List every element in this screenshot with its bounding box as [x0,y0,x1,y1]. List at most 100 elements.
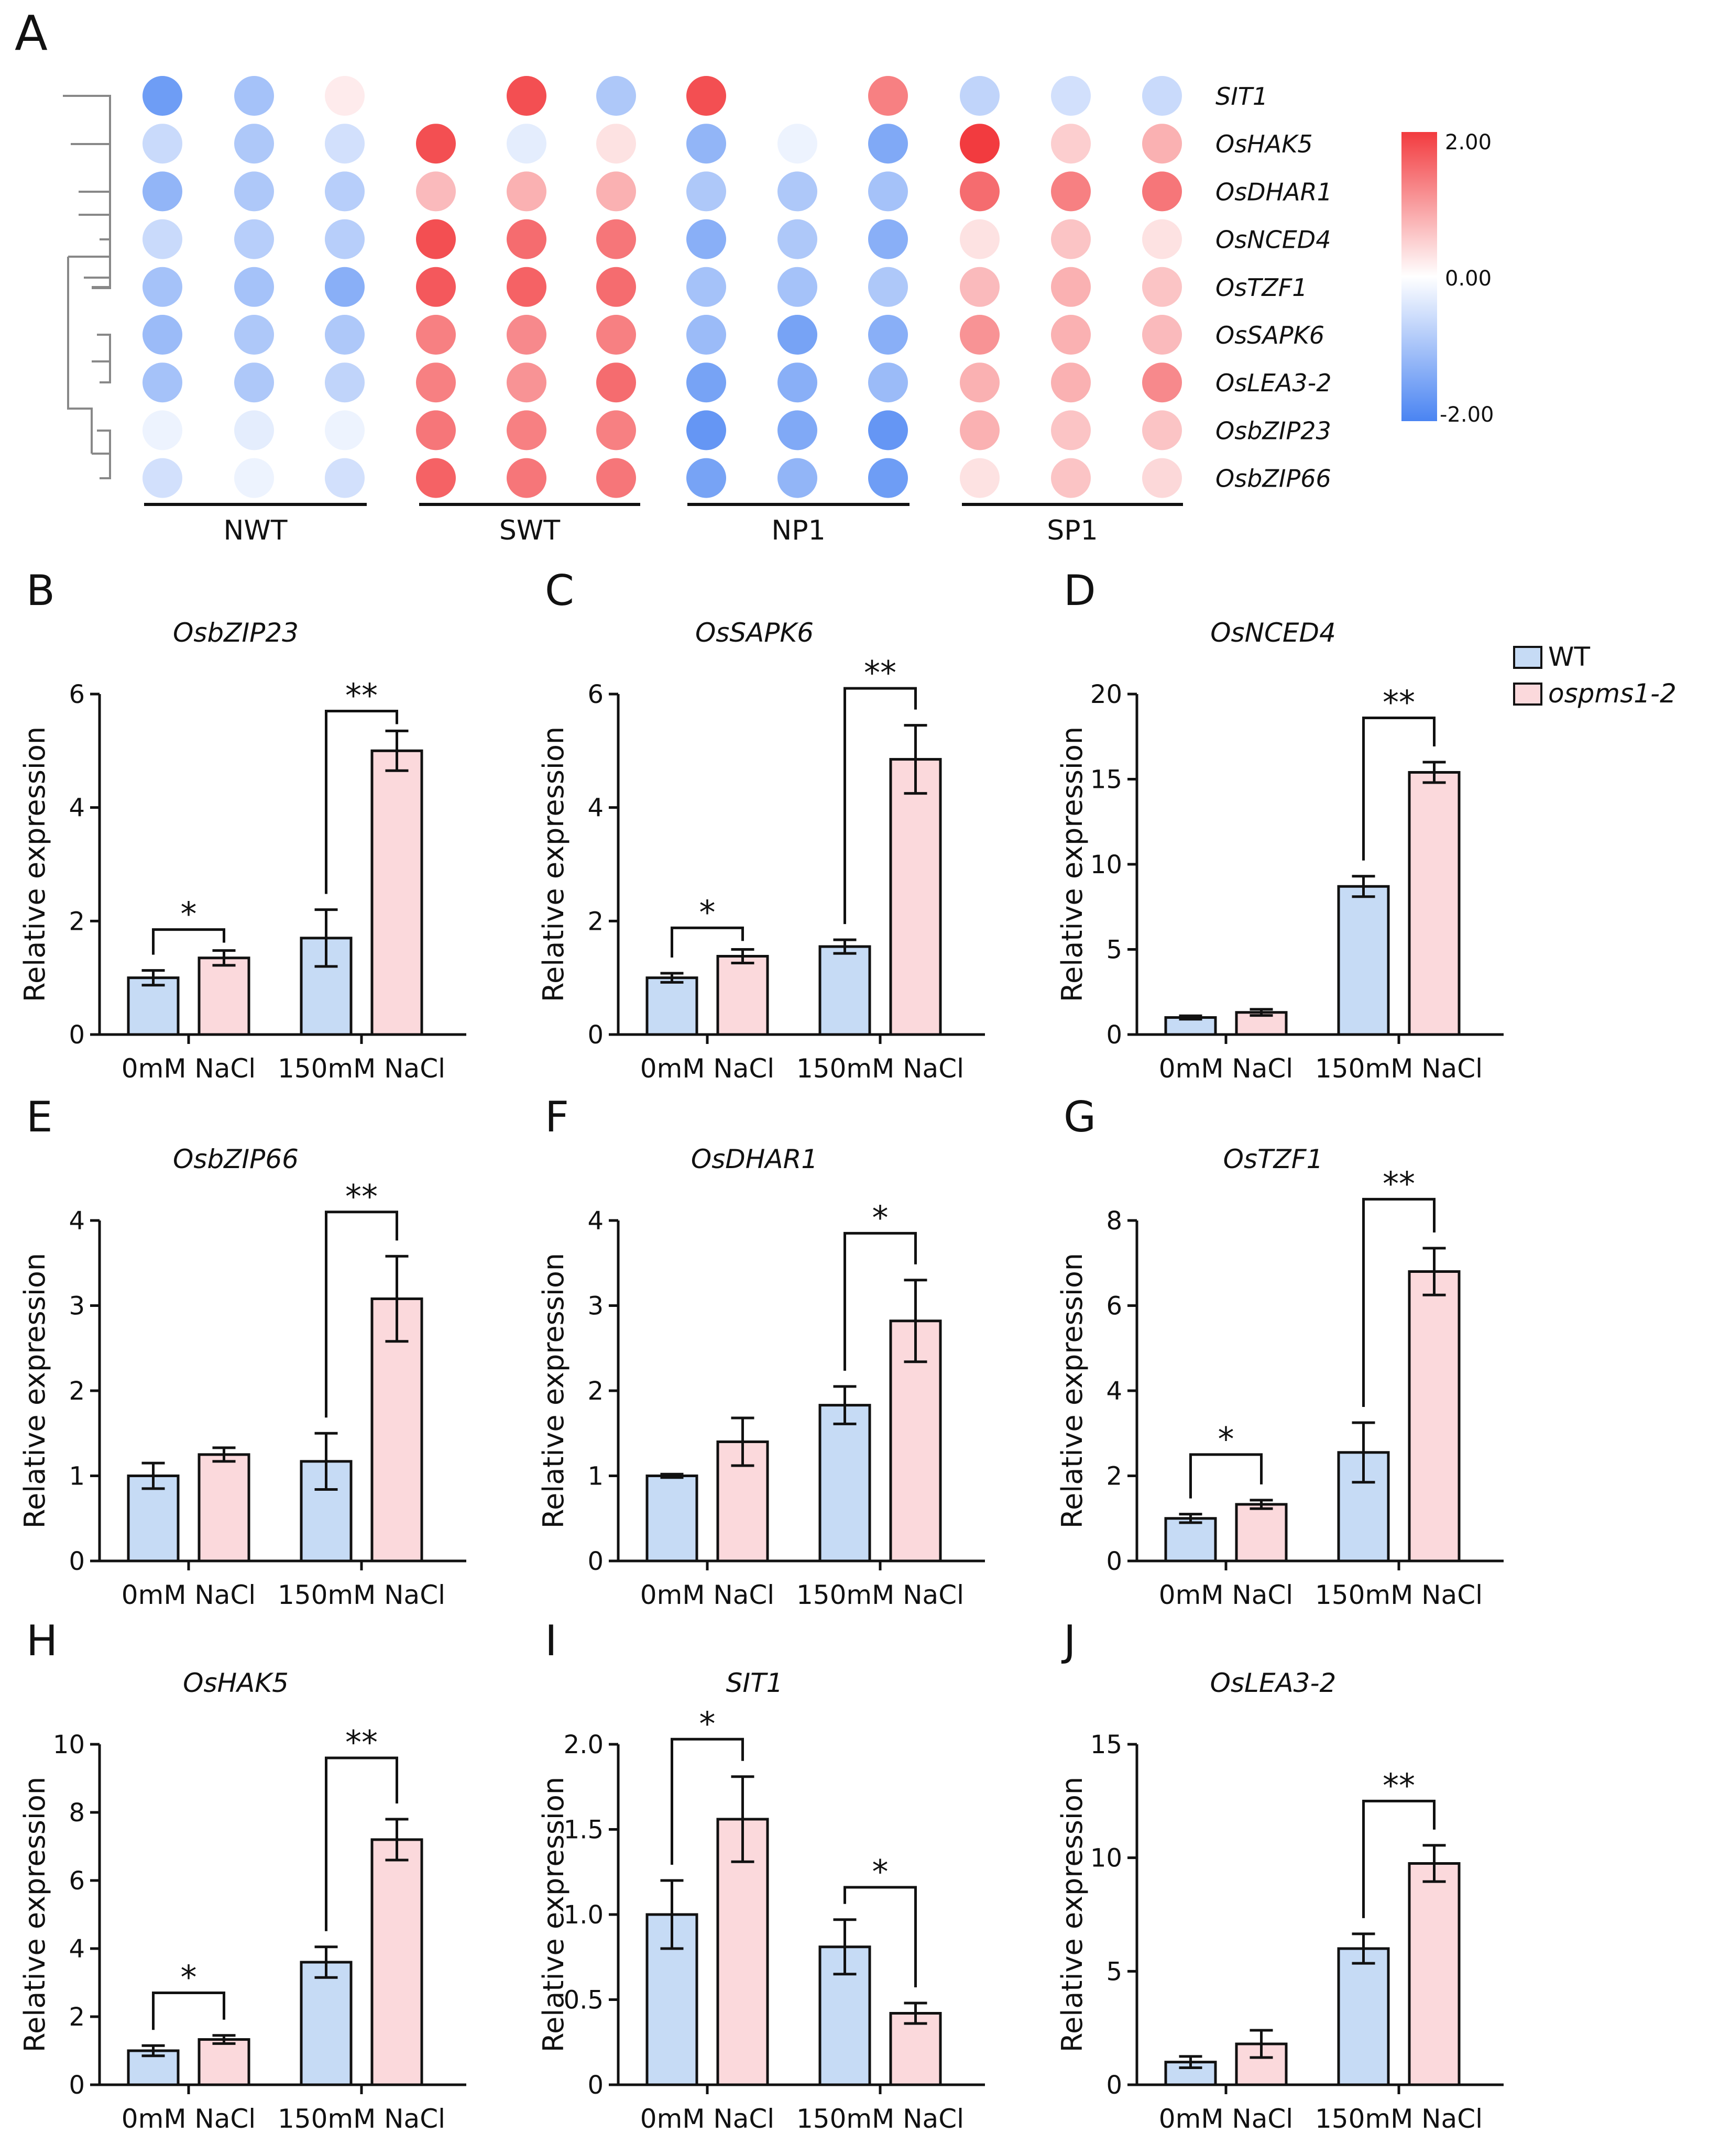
heatmap-group-labels: NWT SWT NP1 SP1 [144,503,1183,546]
x-tick-label: 0mM NaCl [1159,1580,1293,1610]
y-tick-label: 2 [587,907,604,936]
bar-wt [645,1475,698,1563]
heat-cell [1142,315,1182,355]
heat-cell [960,76,1000,116]
heat-cell [416,219,456,259]
y-tick-label: 1.0 [564,1900,604,1930]
y-tick-label: 5 [1106,936,1122,965]
heat-cell [596,76,636,116]
heat-cell [1142,267,1182,307]
bar-mutant [1408,1270,1461,1563]
heat-cell [143,458,182,498]
x-tick-label: 150mM NaCl [1315,1580,1483,1610]
heat-cell [1051,124,1091,164]
panel-letter: D [1064,566,1096,615]
y-tick-label: 15 [1090,1730,1122,1759]
bar-wt [300,1460,353,1563]
y-tick-label: 2 [69,1377,85,1406]
significance-label: ** [345,677,378,715]
chart-title: OsSAPK6 [695,618,814,648]
color-scale-label-high: 2.00 [1445,130,1492,155]
heatmap-group-label: SWT [499,515,560,546]
color-scale-label-low: -2.00 [1440,403,1494,427]
significance-bracket [1362,1799,1436,1918]
heat-cell [960,267,1000,307]
panel-letter: E [26,1093,53,1141]
dendrogram-branch-nced4 [92,238,111,289]
heat-cell [596,315,636,355]
heatmap-row-label: OsLEA3-2 [1215,369,1331,397]
bar-mutant [889,2012,942,2086]
heat-cell [868,410,908,450]
heat-cell [234,410,274,450]
heat-cell [507,124,546,164]
dendrogram-branch-dhar1 [79,191,111,279]
y-tick-label: 6 [69,680,85,709]
significance-bracket [325,1211,398,1418]
bar-panel-d: D OsNCED4 Relative expression 0 5 10 15 20 0mM N… [1056,566,1677,1084]
heat-cell [325,410,365,450]
heatmap-row-label: OsTZF1 [1215,273,1308,302]
x-tick-label: 150mM NaCl [1315,2104,1483,2134]
y-tick-label: 0 [69,2071,85,2100]
heat-cell [143,124,182,164]
bar-mutant [716,1818,769,2086]
heat-cell [416,171,456,212]
heat-cell [777,124,817,164]
heat-cell [777,410,817,450]
y-tick-label: 0 [587,1547,604,1576]
bar-mutant [1408,771,1461,1036]
heat-cell [1142,410,1182,450]
heatmap-row-label: OsbZIP66 [1215,465,1331,493]
color-scale: 2.00 0.00 -2.00 [1401,130,1494,427]
heat-cell [416,124,456,164]
y-axis-label: Relative expression [18,1777,51,2052]
y-tick-label: 4 [1106,1377,1122,1406]
y-tick-label: 0.5 [564,1986,604,2015]
significance-label: ** [864,654,896,692]
heatmap-row-label: OsDHAR1 [1215,178,1332,206]
y-tick-label: 2 [1106,1462,1122,1491]
y-tick-label: 8 [69,1798,85,1828]
heat-cell [1142,362,1182,403]
y-tick-label: 8 [1106,1206,1122,1236]
x-tick-label: 0mM NaCl [122,1580,256,1610]
heat-cell [325,219,365,259]
heat-cell [234,267,274,307]
y-tick-label: 2 [587,1377,604,1406]
panel-letter-a: A [15,5,48,61]
dendrogram-branch-bzip66 [100,454,111,479]
y-tick-label: 15 [1090,765,1122,795]
heat-cell [507,171,546,212]
bar-mutant [1408,1862,1461,2086]
chart-title: OsHAK5 [183,1668,289,1698]
y-tick-label: 0 [1106,2071,1122,2100]
dendrogram-branch-bzip23 [92,430,111,455]
heat-cell [686,458,726,498]
significance-label: * [872,1198,889,1237]
x-tick-label: 150mM NaCl [278,2104,445,2134]
dendrogram [63,95,111,479]
significance-label: * [699,893,716,931]
heat-cell [596,124,636,164]
bar-panel-f: F OsDHAR1 Relative expression 0 1 2 3 4 0mM NaCl… [537,1093,985,1610]
significance-bracket [1189,1453,1263,1499]
panel-letter: H [26,1616,58,1665]
chart-title: OsDHAR1 [691,1144,818,1174]
y-tick-label: 0 [587,1020,604,1050]
bar-wt [300,1961,353,2086]
bar-wt [1337,1947,1390,2086]
heatmap-group-label: NWT [223,515,287,546]
y-tick-label: 1.5 [564,1816,604,1845]
heat-cell [960,362,1000,403]
bar-wt [818,1404,871,1563]
heatmap-panel: A SIT1 OsHAK5 OsDHAR1 OsNCED4 OsTZF1 OsSAPK6 O… [15,5,1494,546]
heat-cell [325,315,365,355]
bar-mutant [716,955,769,1036]
y-tick-label: 6 [587,680,604,709]
y-tick-label: 3 [587,1292,604,1321]
significance-bracket [671,1737,744,1865]
heat-cell [416,267,456,307]
bar-mutant [889,758,942,1036]
